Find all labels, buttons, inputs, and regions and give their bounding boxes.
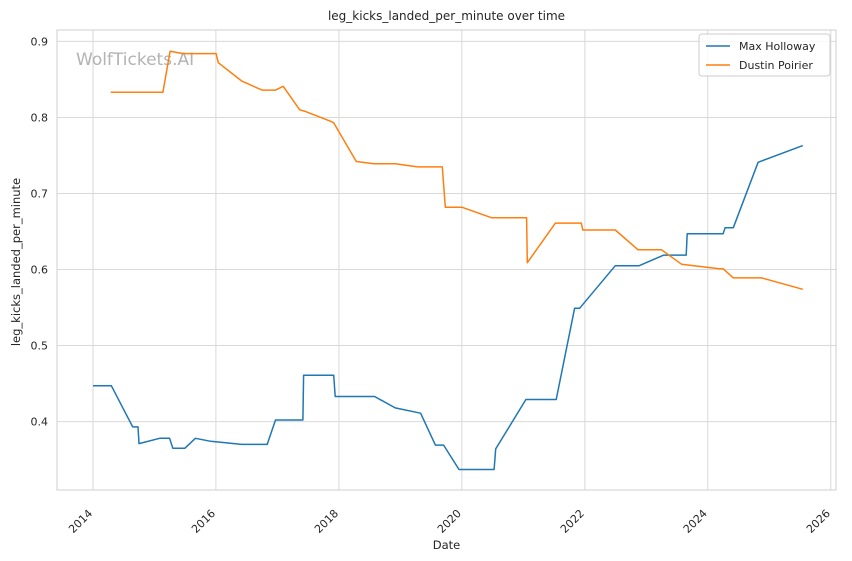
y-tick-label: 0.9 <box>31 35 49 48</box>
plot-frame <box>56 29 837 491</box>
x-axis-ticks: 2014 2016 2018 2020 2022 2024 2026 <box>66 507 833 536</box>
chart-title: leg_kicks_landed_per_minute over time <box>328 9 565 23</box>
x-tick-label: 2022 <box>558 507 587 536</box>
x-tick-label: 2016 <box>189 507 218 536</box>
grid-lines <box>57 30 836 490</box>
x-axis-label: Date <box>433 538 461 552</box>
x-tick-label: 2024 <box>681 507 710 536</box>
x-tick-label: 2020 <box>435 507 464 536</box>
series-lines <box>93 50 804 471</box>
y-tick-label: 0.5 <box>31 340 49 353</box>
y-tick-label: 0.7 <box>31 187 49 200</box>
x-tick-label: 2014 <box>66 507 95 536</box>
y-axis-label: leg_kicks_landed_per_minute <box>9 178 23 346</box>
legend-entry: Dustin Poirier <box>739 59 813 72</box>
series-line-max-holloway <box>93 144 804 471</box>
y-tick-label: 0.6 <box>31 264 49 277</box>
y-tick-label: 0.4 <box>31 416 49 429</box>
legend: Max Holloway Dustin Poirier <box>698 33 831 77</box>
series-line-dustin-poirier <box>110 50 804 291</box>
legend-box <box>698 33 831 77</box>
legend-entry: Max Holloway <box>739 40 816 53</box>
x-tick-label: 2026 <box>804 507 833 536</box>
x-tick-label: 2018 <box>312 507 341 536</box>
y-axis-ticks: 0.4 0.5 0.6 0.7 0.8 0.9 <box>31 35 49 428</box>
watermark: WolfTickets.AI <box>76 50 194 70</box>
y-tick-label: 0.8 <box>31 111 49 124</box>
